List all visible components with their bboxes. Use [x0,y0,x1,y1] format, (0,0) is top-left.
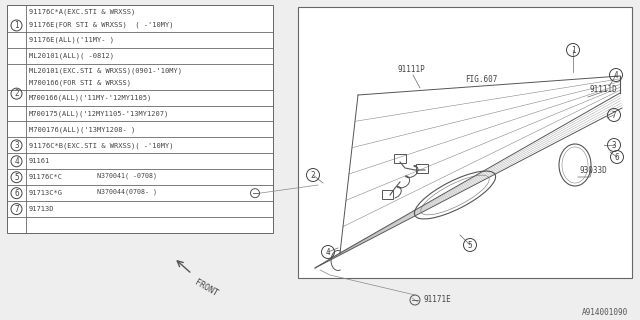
Text: 4: 4 [14,157,19,166]
Text: 91713D: 91713D [29,206,54,212]
Text: 3: 3 [14,141,19,150]
Text: 93033D: 93033D [580,166,608,175]
Text: M700166(FOR STI & WRXSS): M700166(FOR STI & WRXSS) [29,80,131,86]
Text: 91176E(FOR STI & WRXSS)  ( -'10MY): 91176E(FOR STI & WRXSS) ( -'10MY) [29,22,173,28]
Bar [382,190,393,199]
Bar [298,7,632,278]
Text: 6: 6 [14,189,19,198]
Text: M700175(ALL)('12MY1105-'13MY1207): M700175(ALL)('12MY1105-'13MY1207) [29,110,169,117]
Text: 1: 1 [14,21,19,30]
Text: 91111D: 91111D [590,85,618,94]
Text: N370041( -0708): N370041( -0708) [97,173,157,180]
Text: 2: 2 [14,89,19,98]
Text: 91176C*C: 91176C*C [29,174,63,180]
Text: 91111P: 91111P [398,65,426,74]
Text: 5: 5 [14,173,19,182]
Bar [7,5,273,233]
Text: 91161: 91161 [29,158,51,164]
Text: N370044(0708- ): N370044(0708- ) [97,189,157,196]
Text: M700176(ALL)('13MY1208- ): M700176(ALL)('13MY1208- ) [29,126,135,133]
Text: 91176C*B(EXC.STI & WRXSS)( -'10MY): 91176C*B(EXC.STI & WRXSS)( -'10MY) [29,142,173,148]
Text: M700166(ALL)('11MY-'12MY1105): M700166(ALL)('11MY-'12MY1105) [29,94,152,101]
Bar [416,164,428,172]
Text: 4: 4 [614,70,618,79]
Text: 6: 6 [614,153,620,162]
Text: FRONT: FRONT [193,278,219,298]
Text: 5: 5 [468,241,472,250]
Text: 7: 7 [14,204,19,213]
Text: 91176E(ALL)('11MY- ): 91176E(ALL)('11MY- ) [29,37,114,43]
Text: 1: 1 [571,45,575,54]
Text: FIG.607: FIG.607 [465,75,497,84]
Text: 4: 4 [326,247,330,257]
Text: 2: 2 [310,171,316,180]
Text: 7: 7 [612,110,616,119]
Text: ML20101(ALL)( -0812): ML20101(ALL)( -0812) [29,52,114,59]
Text: 91176C*A(EXC.STI & WRXSS): 91176C*A(EXC.STI & WRXSS) [29,9,135,15]
Text: 3: 3 [612,140,616,149]
Text: ML20101(EXC.STI & WRXSS)(0901-'10MY): ML20101(EXC.STI & WRXSS)(0901-'10MY) [29,67,182,74]
Text: 91171E: 91171E [423,295,451,305]
Text: A914001090: A914001090 [582,308,628,317]
Bar [394,154,406,163]
Text: 91713C*G: 91713C*G [29,190,63,196]
